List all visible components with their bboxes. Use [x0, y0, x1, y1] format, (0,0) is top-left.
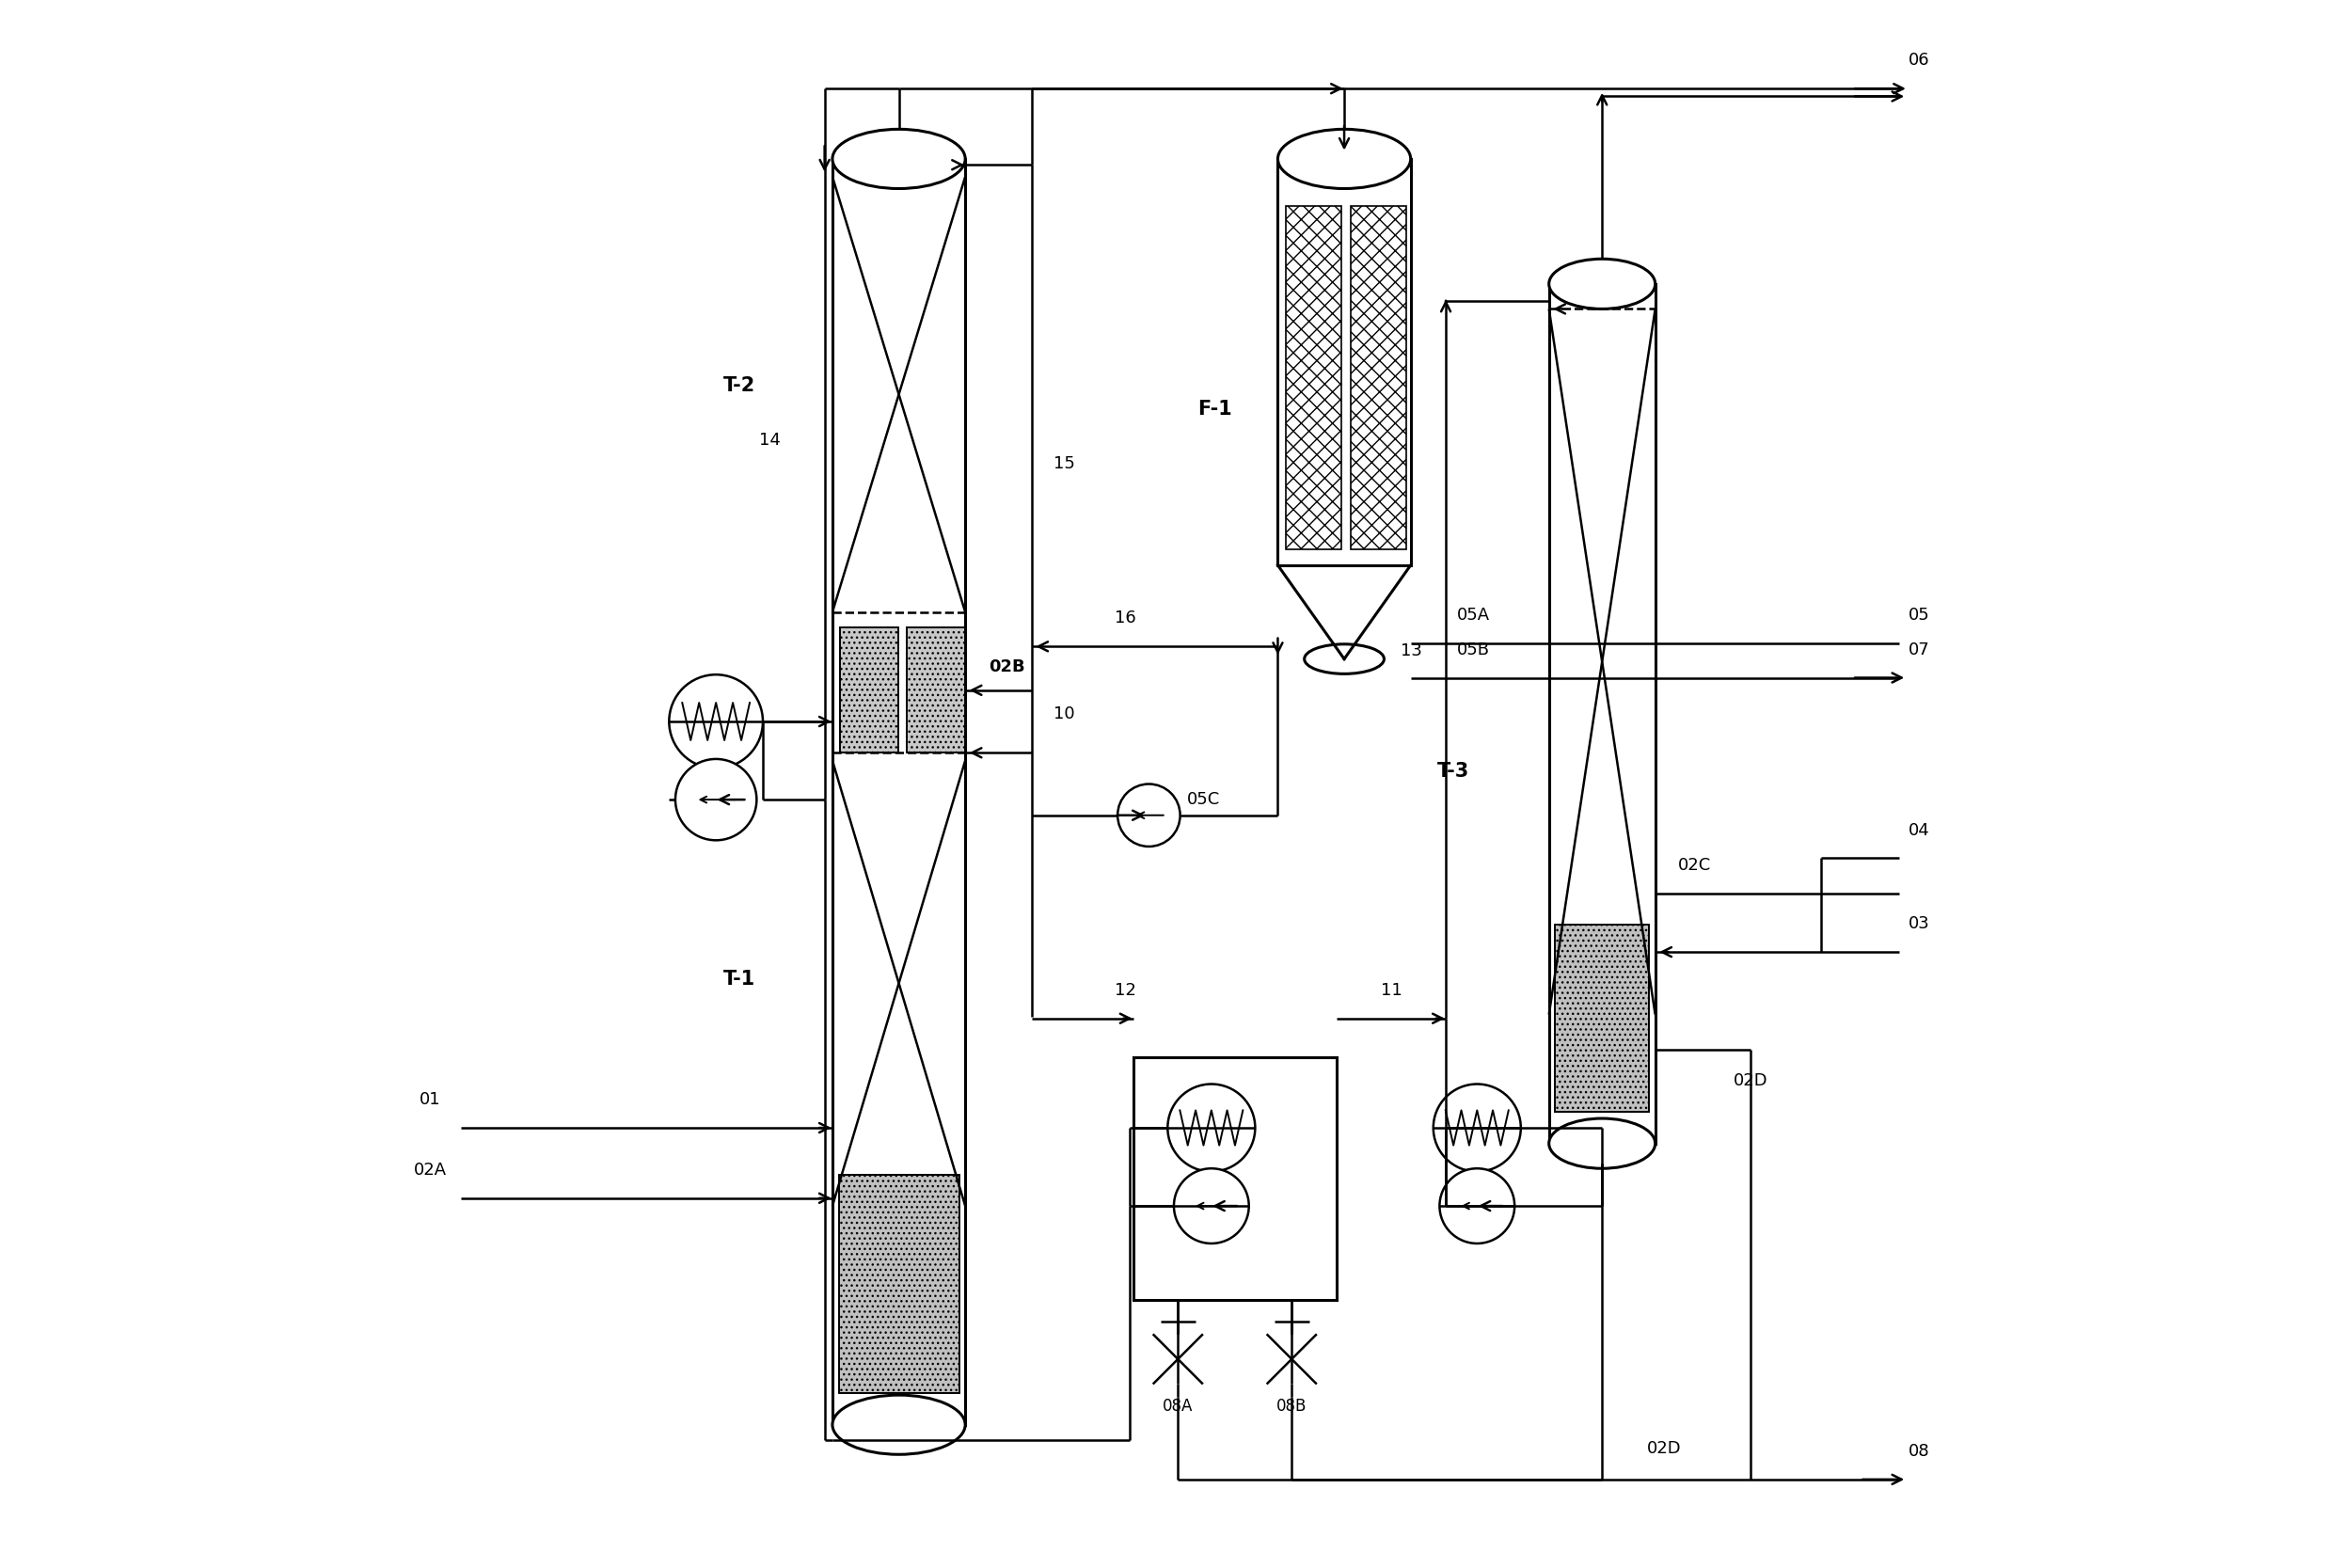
Bar	[1549, 284, 1656, 1143]
Text: 14: 14	[759, 431, 780, 448]
Bar	[841, 627, 899, 753]
Ellipse shape	[1549, 1118, 1656, 1168]
Text: 02D: 02D	[1733, 1073, 1768, 1090]
Text: 05B: 05B	[1456, 641, 1491, 659]
Bar	[1286, 205, 1342, 549]
Text: 02D: 02D	[1647, 1439, 1682, 1457]
Text: 04: 04	[1910, 822, 1931, 839]
Ellipse shape	[1549, 259, 1656, 309]
Text: 05C: 05C	[1188, 792, 1220, 808]
Ellipse shape	[831, 129, 964, 188]
Text: 02B: 02B	[990, 659, 1025, 676]
Bar	[838, 1174, 960, 1394]
Circle shape	[675, 759, 757, 840]
Text: 08: 08	[1910, 1443, 1931, 1460]
Text: T-1: T-1	[724, 971, 755, 989]
Text: T-2: T-2	[724, 376, 755, 395]
Ellipse shape	[831, 1396, 964, 1455]
Text: 12: 12	[1116, 982, 1137, 999]
Text: 03: 03	[1910, 916, 1931, 933]
Text: 02A: 02A	[415, 1162, 447, 1179]
Text: 11: 11	[1381, 982, 1402, 999]
Text: 02C: 02C	[1677, 856, 1712, 873]
Circle shape	[1432, 1083, 1521, 1171]
Text: 06: 06	[1910, 52, 1931, 69]
Text: 15: 15	[1053, 455, 1076, 472]
Text: 05A: 05A	[1456, 607, 1491, 624]
Text: 07: 07	[1910, 641, 1931, 659]
Bar	[831, 158, 964, 1425]
Circle shape	[1118, 784, 1181, 847]
Text: 10: 10	[1053, 706, 1074, 723]
Text: 08B: 08B	[1276, 1397, 1307, 1414]
Text: T-3: T-3	[1437, 762, 1470, 781]
Ellipse shape	[1304, 644, 1383, 674]
Bar	[1134, 1057, 1337, 1300]
Ellipse shape	[1279, 129, 1411, 188]
Bar	[1556, 925, 1649, 1112]
Text: 05: 05	[1910, 607, 1931, 624]
Circle shape	[1439, 1168, 1514, 1243]
Circle shape	[668, 674, 764, 768]
Text: F-1: F-1	[1197, 400, 1232, 419]
Text: 01: 01	[419, 1091, 440, 1109]
Text: 08A: 08A	[1162, 1397, 1192, 1414]
Bar	[1351, 205, 1407, 549]
Bar	[1279, 158, 1411, 564]
Bar	[906, 627, 964, 753]
Circle shape	[1167, 1083, 1255, 1171]
Text: 16: 16	[1116, 610, 1137, 627]
Circle shape	[1174, 1168, 1248, 1243]
Text: 13: 13	[1400, 643, 1423, 660]
